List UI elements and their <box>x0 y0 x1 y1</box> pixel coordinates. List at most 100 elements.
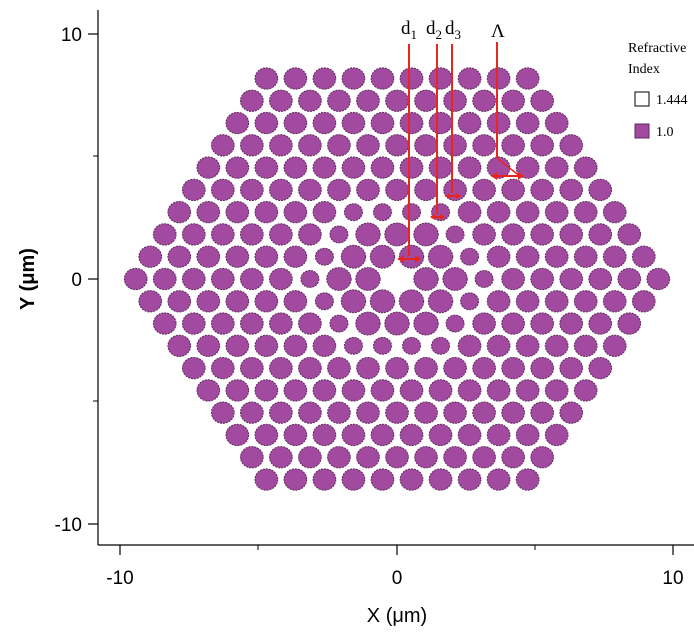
air-hole <box>530 267 554 291</box>
air-hole <box>298 401 322 424</box>
air-hole <box>269 134 293 157</box>
air-hole <box>196 245 221 268</box>
air-hole <box>312 111 337 135</box>
air-hole <box>559 134 584 157</box>
air-hole <box>428 111 453 135</box>
air-hole <box>254 67 279 90</box>
air-hole <box>472 356 496 380</box>
air-hole <box>312 334 337 357</box>
air-hole <box>414 401 438 424</box>
air-hole <box>312 201 337 224</box>
air-hole <box>369 289 396 314</box>
air-hole <box>588 356 613 380</box>
air-hole <box>327 178 351 202</box>
air-hole <box>399 379 424 402</box>
y-tick-label-m10: -10 <box>55 515 82 536</box>
air-hole <box>356 401 380 424</box>
air-hole <box>399 111 424 135</box>
air-hole <box>181 356 206 380</box>
air-hole <box>445 314 465 333</box>
air-hole <box>501 267 525 291</box>
air-hole <box>399 67 424 90</box>
air-hole <box>210 134 235 157</box>
air-hole <box>340 289 367 314</box>
air-hole <box>283 245 308 268</box>
air-hole <box>225 201 250 224</box>
air-hole <box>486 334 511 357</box>
air-hole <box>501 446 525 469</box>
air-hole <box>402 336 422 355</box>
air-hole <box>254 201 279 224</box>
air-hole <box>443 446 467 469</box>
air-hole <box>312 468 337 491</box>
air-hole <box>341 111 366 135</box>
air-hole <box>398 244 425 269</box>
air-hole <box>210 312 235 335</box>
air-hole <box>515 334 540 357</box>
air-hole <box>369 244 396 269</box>
air-hole <box>355 267 381 291</box>
air-hole <box>602 334 627 357</box>
air-hole <box>428 468 453 491</box>
air-hole <box>530 401 554 424</box>
air-hole <box>384 311 410 336</box>
air-hole <box>559 267 584 291</box>
air-hole <box>399 156 424 179</box>
air-hole <box>486 423 511 447</box>
air-hole <box>573 290 598 313</box>
legend-title-line1: Refractive <box>628 41 686 56</box>
air-hole <box>254 468 279 491</box>
air-hole <box>573 379 598 402</box>
air-hole <box>515 379 540 402</box>
air-hole <box>384 222 410 247</box>
air-hole <box>298 223 322 246</box>
air-hole <box>431 336 451 355</box>
air-hole <box>327 401 351 424</box>
air-hole <box>515 245 540 268</box>
air-hole <box>283 423 308 447</box>
air-hole <box>544 156 569 179</box>
air-hole <box>343 203 363 222</box>
air-hole <box>515 111 540 135</box>
air-hole <box>486 290 511 313</box>
air-hole <box>385 356 409 380</box>
air-hole <box>457 334 482 357</box>
legend-swatch-air <box>634 123 650 139</box>
air-hole <box>283 334 308 357</box>
air-hole <box>254 379 279 402</box>
air-hole <box>617 312 642 335</box>
air-hole <box>329 314 349 333</box>
air-hole <box>428 423 453 447</box>
legend-label-air: 1.0 <box>656 125 674 140</box>
air-hole <box>443 178 467 202</box>
x-tick-label-0: 0 <box>392 568 403 589</box>
air-hole <box>443 401 467 424</box>
air-hole <box>341 156 366 179</box>
air-hole <box>501 134 525 157</box>
air-hole <box>457 67 482 90</box>
air-hole <box>414 134 438 157</box>
air-hole <box>254 156 279 179</box>
air-hole <box>196 201 221 224</box>
air-hole <box>356 356 380 380</box>
air-hole <box>138 290 163 313</box>
air-hole <box>327 446 351 469</box>
y-tick-label-0: 0 <box>71 270 82 291</box>
air-hole <box>472 134 496 157</box>
air-hole <box>254 290 279 313</box>
air-hole <box>515 156 540 179</box>
air-hole <box>225 290 250 313</box>
air-hole <box>181 267 206 291</box>
air-hole <box>486 201 511 224</box>
air-hole <box>457 201 482 224</box>
air-hole <box>210 178 235 202</box>
air-hole <box>181 223 206 246</box>
air-hole <box>457 111 482 135</box>
air-hole <box>544 245 569 268</box>
d3-arrow-head-right <box>456 193 461 199</box>
air-hole <box>356 134 380 157</box>
air-hole <box>573 334 598 357</box>
air-hole <box>414 178 438 202</box>
air-hole <box>341 67 366 90</box>
